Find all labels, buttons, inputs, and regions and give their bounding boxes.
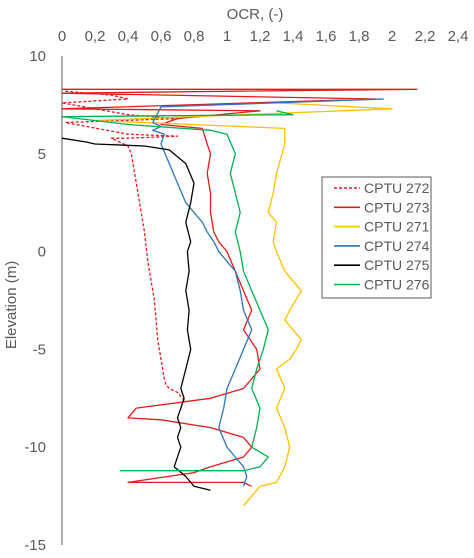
y-tick-label: 10: [29, 48, 46, 65]
x-tick-labels: 0 0,2 0,4 0,6 0,8 1 1,2 1,4 1,6 1,8 2 2,2 2,4: [58, 28, 469, 45]
series-line-cptu-274: [152, 98, 384, 487]
x-tick-label: 0,6: [151, 28, 172, 45]
legend: CPTU 272 CPTU 273 CPTU 271 CPTU 274 CPTU 275…: [321, 176, 432, 299]
y-tick-label: -10: [24, 439, 46, 456]
series-line-cptu-275: [61, 137, 211, 491]
legend-label: CPTU 276: [364, 277, 430, 293]
series-layer: [61, 88, 418, 507]
x-tick-label: 1,6: [316, 28, 337, 45]
x-tick-label: 2,4: [448, 28, 469, 45]
x-axis-title: OCR, (-): [227, 6, 284, 23]
x-tick-label: 2: [388, 28, 396, 45]
x-tick-label: 1,2: [250, 28, 271, 45]
series-line-cptu-273: [61, 88, 418, 487]
series-line-cptu-276: [61, 110, 294, 472]
plot-area: [61, 56, 418, 545]
y-tick-label: 5: [38, 146, 46, 163]
x-tick-label: 1,4: [283, 28, 304, 45]
x-tick-label: 1: [223, 28, 231, 45]
legend-label: CPTU 275: [364, 257, 430, 273]
x-tick-label: 0: [58, 28, 66, 45]
legend-label: CPTU 272: [364, 180, 430, 196]
y-axis-title: Elevation (m): [3, 261, 20, 349]
y-tick-labels: 10 5 0 -5 -10 -15: [24, 48, 46, 554]
legend-label: CPTU 271: [364, 219, 430, 235]
legend-label: CPTU 273: [364, 199, 430, 215]
series-line-cptu-272: [61, 90, 187, 403]
x-tick-label: 0,2: [85, 28, 106, 45]
y-tick-label: -5: [33, 341, 46, 358]
legend-box: [321, 176, 432, 299]
x-tick-label: 0,8: [184, 28, 205, 45]
legend-label: CPTU 274: [364, 238, 430, 254]
y-tick-label: -15: [24, 537, 46, 554]
legend-items: CPTU 272 CPTU 273 CPTU 271 CPTU 274 CPTU 275…: [334, 180, 430, 293]
y-tick-label: 0: [38, 244, 46, 261]
x-tick-label: 2,2: [415, 28, 436, 45]
x-tick-label: 0,4: [118, 28, 139, 45]
series-line-cptu-271: [94, 102, 393, 507]
x-tick-label: 1,8: [349, 28, 370, 45]
